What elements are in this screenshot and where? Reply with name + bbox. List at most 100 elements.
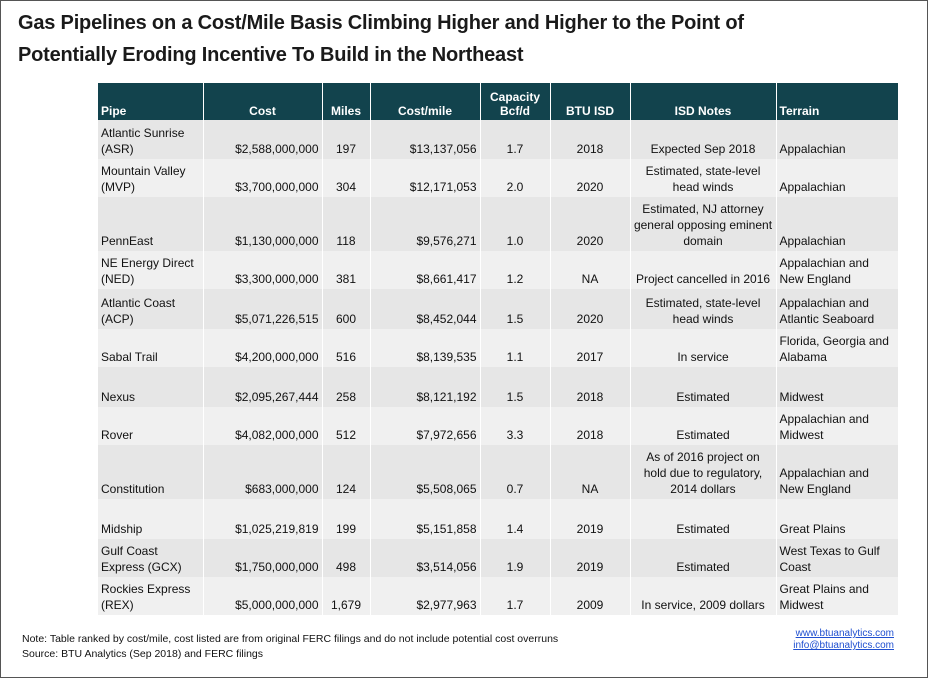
table-cell: Constitution — [98, 445, 204, 499]
table-cell: 2020 — [550, 197, 631, 251]
table-cell: Estimated — [630, 539, 777, 577]
table-cell: In service — [630, 329, 777, 367]
table-cell: Gulf Coast Express (GCX) — [98, 539, 204, 577]
table-cell: $5,000,000,000 — [203, 577, 323, 615]
table-cell: Sabal Trail — [98, 329, 204, 367]
table-cell: In service, 2009 dollars — [630, 577, 777, 615]
pipeline-table: Pipe Cost Miles Cost/mile Capacity Bcf/d BTU … — [98, 83, 899, 615]
table-cell: $4,200,000,000 — [203, 329, 323, 367]
table-cell: Mountain Valley (MVP) — [98, 159, 204, 197]
table-cell: Great Plains — [776, 499, 899, 539]
table-cell: 258 — [322, 367, 371, 407]
table-cell: 304 — [322, 159, 371, 197]
table-cell: 2020 — [550, 159, 631, 197]
table-cell: Estimated, NJ attorney general opposing … — [630, 197, 777, 251]
footnote: Note: Table ranked by cost/mile, cost li… — [22, 633, 559, 645]
table-cell: 0.7 — [480, 445, 551, 499]
table-cell: 118 — [322, 197, 371, 251]
table-row: PennEast $1,130,000,000 118 $9,576,271 1.0 20… — [98, 197, 899, 251]
table-cell: West Texas to Gulf Coast — [776, 539, 899, 577]
table-cell: Midwest — [776, 367, 899, 407]
table-cell: 124 — [322, 445, 371, 499]
title-line: Gas Pipelines on a Cost/Mile Basis Climb… — [18, 12, 744, 34]
table-cell: $5,071,226,515 — [203, 289, 323, 329]
table-cell: 2018 — [550, 120, 631, 159]
column-header: Miles — [322, 83, 371, 120]
table-cell: $2,977,963 — [370, 577, 481, 615]
email-link[interactable]: info@btuanalytics.com — [793, 640, 894, 651]
source: Source: BTU Analytics (Sep 2018) and FER… — [22, 648, 264, 660]
table-cell: 516 — [322, 329, 371, 367]
table-cell: Great Plains and Midwest — [776, 577, 899, 615]
table-cell: 2018 — [550, 407, 631, 445]
table-cell: $8,139,535 — [370, 329, 481, 367]
website-link[interactable]: www.btuanalytics.com — [795, 628, 894, 639]
table-cell: 600 — [322, 289, 371, 329]
table-cell: Estimated — [630, 367, 777, 407]
table-cell: Atlantic Coast (ACP) — [98, 289, 204, 329]
table-cell: $8,661,417 — [370, 251, 481, 289]
table-row: Gulf Coast Express (GCX) $1,750,000,000 49… — [98, 539, 899, 577]
column-header: Terrain — [776, 83, 899, 120]
table-cell: 1.9 — [480, 539, 551, 577]
table-row: Mountain Valley (MVP) $3,700,000,000 304 $1… — [98, 159, 899, 197]
table-cell: Midship — [98, 499, 204, 539]
table-cell: Nexus — [98, 367, 204, 407]
table-cell: Florida, Georgia and Alabama — [776, 329, 899, 367]
column-header: ISD Notes — [630, 83, 777, 120]
table-cell: Appalachian and Atlantic Seaboard — [776, 289, 899, 329]
table-cell: Estimated — [630, 407, 777, 445]
table-cell: 2.0 — [480, 159, 551, 197]
table-row: Atlantic Sunrise (ASR) $2,588,000,000 197 $… — [98, 120, 899, 159]
table-row: Constitution $683,000,000 124 $5,508,065 0.7… — [98, 445, 899, 499]
table-cell: 199 — [322, 499, 371, 539]
table-cell: Appalachian and New England — [776, 445, 899, 499]
table-cell: Appalachian and Midwest — [776, 407, 899, 445]
table-row: NE Energy Direct (NED) $3,300,000,000 381 $… — [98, 251, 899, 289]
table-cell: Expected Sep 2018 — [630, 120, 777, 159]
table-row: Midship $1,025,219,819 199 $5,151,858 1.4 201… — [98, 499, 899, 539]
column-header: Capacity Bcf/d — [480, 83, 551, 120]
table-cell: 2019 — [550, 499, 631, 539]
table-cell: $683,000,000 — [203, 445, 323, 499]
table-cell: $7,972,656 — [370, 407, 481, 445]
table-cell: 1.0 — [480, 197, 551, 251]
column-header: BTU ISD — [550, 83, 631, 120]
column-header: Cost — [203, 83, 323, 120]
table-cell: 2019 — [550, 539, 631, 577]
table-row: Sabal Trail $4,200,000,000 516 $8,139,535 1.… — [98, 329, 899, 367]
table-cell: PennEast — [98, 197, 204, 251]
table-cell: $1,750,000,000 — [203, 539, 323, 577]
table-cell: $3,700,000,000 — [203, 159, 323, 197]
table-cell: Appalachian — [776, 197, 899, 251]
table-cell: NA — [550, 251, 631, 289]
table-cell: Appalachian — [776, 120, 899, 159]
table-cell: NE Energy Direct (NED) — [98, 251, 204, 289]
table-cell: As of 2016 project on hold due to regula… — [630, 445, 777, 499]
table-cell: 3.3 — [480, 407, 551, 445]
title-line: Potentially Eroding Incentive To Build i… — [18, 44, 524, 66]
table-cell: 2018 — [550, 367, 631, 407]
table-cell: 2009 — [550, 577, 631, 615]
table-cell: Atlantic Sunrise (ASR) — [98, 120, 204, 159]
table-cell: 1,679 — [322, 577, 371, 615]
table-cell: $4,082,000,000 — [203, 407, 323, 445]
table-cell: $5,151,858 — [370, 499, 481, 539]
table-cell: 2020 — [550, 289, 631, 329]
table-cell: Estimated — [630, 499, 777, 539]
table-row: Rockies Express (REX) $5,000,000,000 1,679… — [98, 577, 899, 615]
table-cell: Appalachian — [776, 159, 899, 197]
table-cell: 1.2 — [480, 251, 551, 289]
table-cell: 1.5 — [480, 367, 551, 407]
table-cell: $8,121,192 — [370, 367, 481, 407]
table-cell: 512 — [322, 407, 371, 445]
table-cell: $2,588,000,000 — [203, 120, 323, 159]
column-header: Pipe — [98, 83, 204, 120]
table-cell: $2,095,267,444 — [203, 367, 323, 407]
table-cell: Estimated, state-level head winds — [630, 289, 777, 329]
table-cell: NA — [550, 445, 631, 499]
table-cell: 1.7 — [480, 120, 551, 159]
table-cell: 498 — [322, 539, 371, 577]
table-cell: $1,025,219,819 — [203, 499, 323, 539]
table-cell: 197 — [322, 120, 371, 159]
